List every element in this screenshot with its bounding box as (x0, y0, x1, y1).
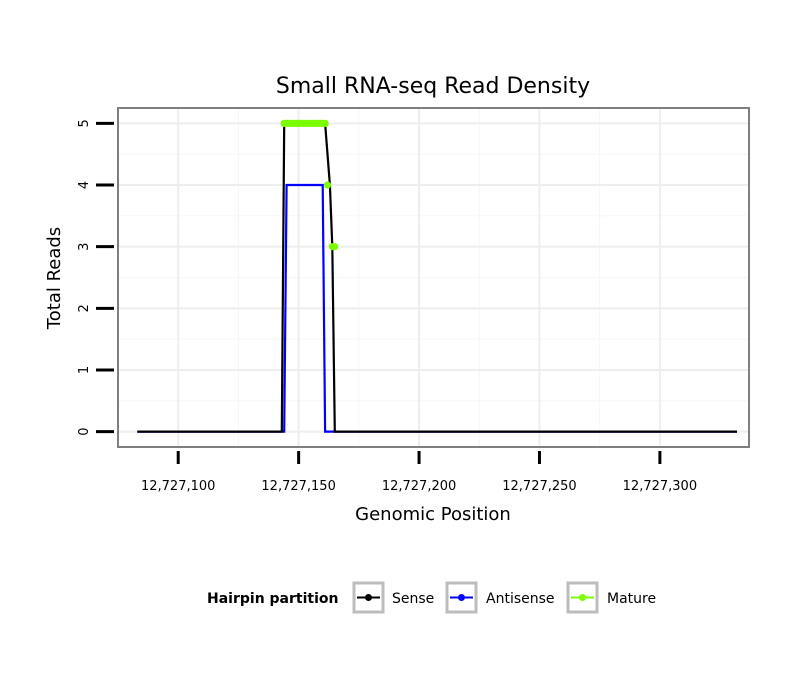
legend-point-antisense (458, 594, 465, 601)
y-tick-label: 2 (77, 304, 92, 312)
y-tick-label: 5 (77, 119, 92, 127)
mature-point (321, 119, 329, 128)
legend-title: Hairpin partition (207, 591, 338, 607)
legend-label-sense: Sense (392, 591, 434, 607)
series-lines (137, 122, 737, 433)
x-tick-label: 12,727,100 (141, 479, 215, 494)
x-axis: 12,727,100 12,727,150 12,727,200 12,727,250… (141, 451, 697, 494)
legend-item-antisense: Antisense (445, 581, 555, 614)
x-tick-label: 12,727,250 (502, 479, 576, 494)
plot-border (117, 107, 750, 448)
y-axis-label: Total Reads (44, 227, 65, 330)
legend-point-mature (579, 594, 586, 601)
legend-label-antisense: Antisense (486, 591, 555, 607)
y-tick-label: 1 (77, 366, 92, 374)
legend-point-sense (365, 594, 372, 601)
series-line-sense (137, 122, 737, 433)
mature-point (331, 243, 339, 251)
legend-item-mature: Mature (566, 581, 656, 614)
x-tick-label: 12,727,200 (382, 479, 456, 494)
mature-points (280, 119, 339, 251)
legend-label-mature: Mature (607, 591, 656, 607)
legend: Hairpin partition Sense Antisense Mature (207, 581, 656, 614)
y-axis: 0 1 2 3 4 5 (77, 119, 114, 436)
y-tick-label: 4 (77, 181, 92, 189)
mature-point (323, 181, 332, 189)
grid (118, 108, 749, 447)
legend-item-sense: Sense (352, 581, 434, 614)
y-tick-label: 3 (77, 243, 92, 251)
x-tick-label: 12,727,150 (261, 479, 335, 494)
x-tick-label: 12,727,300 (623, 479, 697, 494)
y-tick-label: 0 (77, 427, 92, 435)
x-axis-label: Genomic Position (355, 504, 511, 525)
chart-title: Small RNA-seq Read Density (276, 74, 590, 99)
